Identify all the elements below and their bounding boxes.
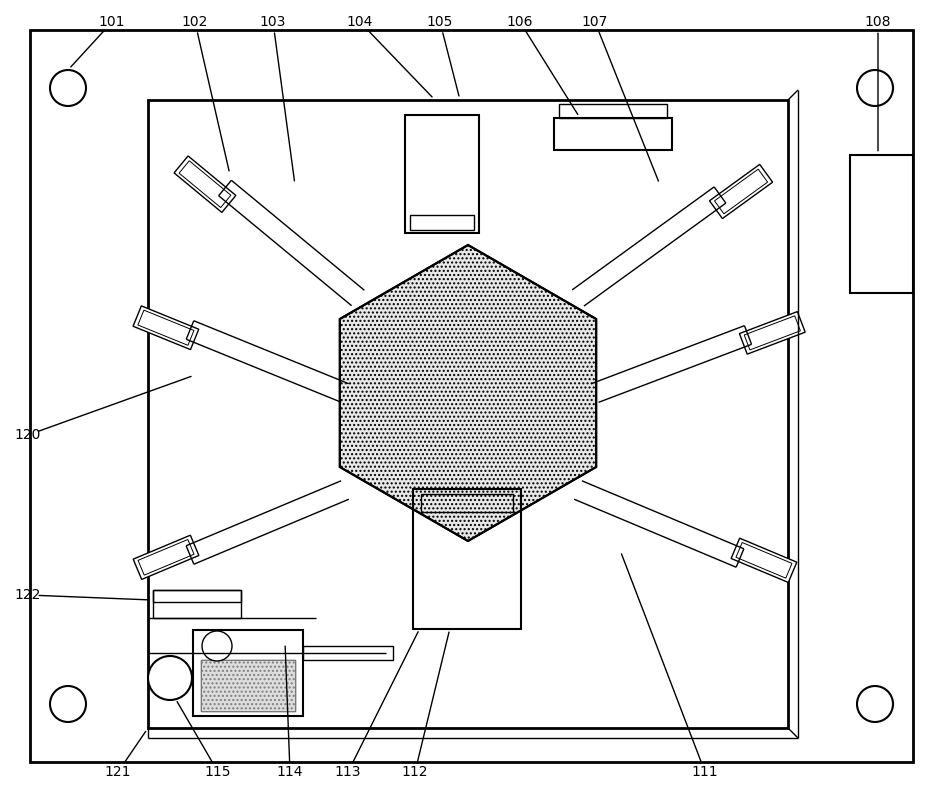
Polygon shape bbox=[179, 161, 231, 208]
Text: 115: 115 bbox=[205, 765, 231, 779]
Bar bbox=[413, 489, 521, 629]
Polygon shape bbox=[736, 543, 792, 578]
Text: 122: 122 bbox=[15, 588, 41, 602]
Text: 120: 120 bbox=[15, 428, 41, 442]
Polygon shape bbox=[133, 306, 199, 349]
Text: 121: 121 bbox=[105, 765, 131, 779]
Polygon shape bbox=[138, 310, 194, 345]
Bar bbox=[410, 215, 474, 230]
Circle shape bbox=[202, 631, 232, 661]
Bar bbox=[153, 590, 241, 602]
Circle shape bbox=[857, 686, 893, 722]
Polygon shape bbox=[133, 535, 199, 580]
Bar bbox=[193, 630, 303, 716]
Polygon shape bbox=[715, 169, 768, 214]
Bar bbox=[201, 660, 295, 711]
Polygon shape bbox=[744, 316, 801, 350]
Polygon shape bbox=[138, 539, 194, 575]
Polygon shape bbox=[709, 165, 772, 219]
Bar bbox=[554, 118, 672, 150]
Circle shape bbox=[148, 656, 192, 700]
Bar bbox=[405, 115, 479, 233]
Text: 103: 103 bbox=[260, 15, 286, 29]
Text: 111: 111 bbox=[691, 765, 719, 779]
Circle shape bbox=[857, 70, 893, 106]
Text: 113: 113 bbox=[335, 765, 361, 779]
Text: 104: 104 bbox=[347, 15, 373, 29]
Text: 107: 107 bbox=[582, 15, 608, 29]
Bar bbox=[148, 100, 788, 728]
Text: 101: 101 bbox=[99, 15, 125, 29]
Polygon shape bbox=[201, 660, 295, 711]
Polygon shape bbox=[174, 156, 236, 212]
Polygon shape bbox=[339, 245, 596, 541]
Polygon shape bbox=[731, 539, 797, 582]
Text: 106: 106 bbox=[506, 15, 533, 29]
Text: 105: 105 bbox=[427, 15, 454, 29]
Bar bbox=[421, 494, 513, 512]
Circle shape bbox=[50, 686, 86, 722]
Bar bbox=[303, 646, 393, 660]
Bar bbox=[153, 590, 241, 618]
Text: 108: 108 bbox=[865, 15, 891, 29]
Text: 112: 112 bbox=[402, 765, 428, 779]
Polygon shape bbox=[739, 311, 805, 354]
Bar bbox=[850, 155, 913, 293]
Circle shape bbox=[50, 70, 86, 106]
Bar bbox=[559, 104, 667, 118]
Text: 114: 114 bbox=[276, 765, 304, 779]
Text: 102: 102 bbox=[182, 15, 208, 29]
